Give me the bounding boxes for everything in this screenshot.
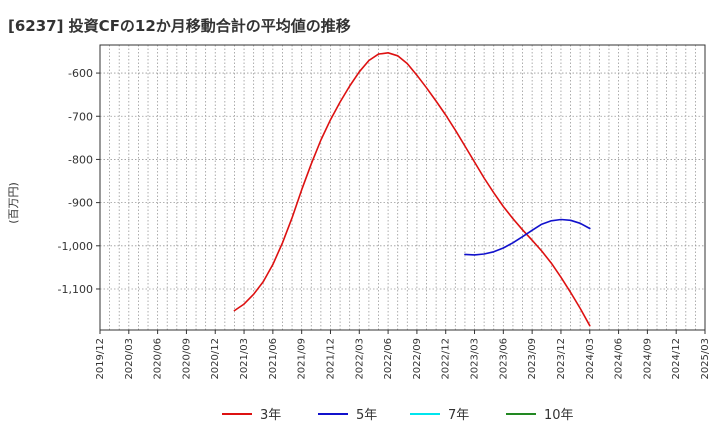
plot-frame: [99, 44, 706, 331]
x-tick-label: 2023/09: [527, 338, 538, 380]
y-tick-label: -800: [68, 153, 93, 166]
x-tick-label: 2021/09: [297, 338, 308, 380]
y-tick-label: -600: [68, 67, 93, 80]
series-layer: [233, 51, 591, 327]
y-tick-label: -900: [68, 197, 93, 210]
chart-title: [6237] 投資CFの12か月移動合計の平均値の推移: [8, 17, 351, 35]
x-tick-label: 2021/06: [268, 338, 279, 380]
x-tick-label: 2022/03: [354, 338, 365, 380]
y-tick-label: -1,000: [58, 240, 93, 253]
x-tick-label: 2022/09: [412, 338, 423, 380]
x-tick-label: 2023/06: [498, 338, 509, 380]
x-tick-label: 2019/12: [95, 338, 106, 380]
legend-label-2: 5年: [356, 408, 377, 423]
x-tick-label: 2024/03: [585, 338, 596, 380]
x-tick-label: 2022/12: [441, 338, 452, 380]
x-tick-label: 2020/09: [181, 338, 192, 380]
x-tick-label: 2021/03: [239, 338, 250, 380]
x-tick-label: 2021/12: [325, 338, 336, 380]
legend-label-4: 10年: [544, 408, 574, 423]
x-tick-label: 2024/06: [614, 338, 625, 380]
y-axis-ticks: -600 -700 -800 -900 -1,000 -1,100: [58, 67, 100, 296]
x-tick-label: 2020/06: [153, 338, 164, 380]
legend: 3年 5年 7年 10年: [222, 408, 574, 423]
y-tick-label: -700: [68, 110, 93, 123]
x-tick-label: 2022/06: [383, 338, 394, 380]
x-tick-label: 2023/12: [556, 338, 567, 380]
grid-lines: [100, 45, 705, 330]
y-axis-label: (百万円): [7, 182, 20, 224]
series-line-2: [464, 218, 591, 256]
x-tick-label: 2020/12: [210, 338, 221, 380]
x-tick-label: 2024/12: [671, 338, 682, 380]
y-tick-label: -1,100: [58, 283, 93, 296]
x-tick-label: 2025/03: [700, 338, 711, 380]
x-tick-label: 2023/03: [470, 338, 481, 380]
legend-label-3: 7年: [448, 408, 469, 423]
x-tick-label: 2024/09: [642, 338, 653, 380]
x-tick-label: 2020/03: [124, 338, 135, 380]
legend-label-1: 3年: [260, 408, 281, 423]
series-line-1: [233, 51, 591, 327]
x-axis-ticks: 2019/12 2020/03 2020/06 2020/09 2020/12 2021/…: [95, 330, 711, 380]
